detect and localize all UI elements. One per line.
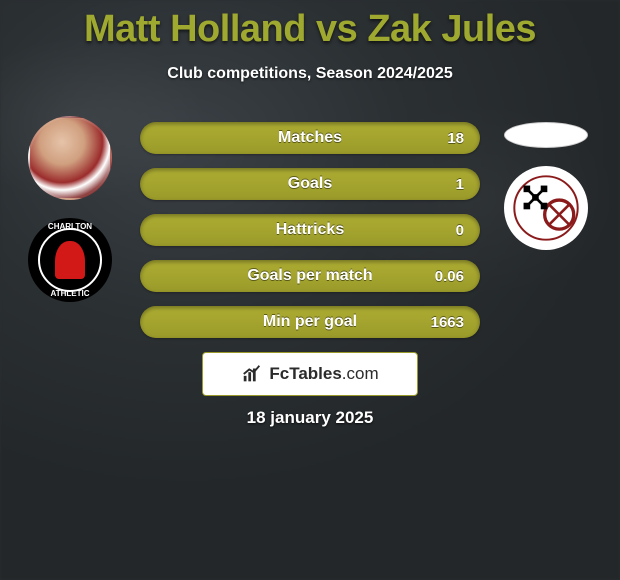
attribution-box[interactable]: FcTables.com: [202, 352, 418, 396]
page-subtitle: Club competitions, Season 2024/2025: [0, 65, 620, 83]
stat-label: Goals per match: [247, 267, 372, 285]
attribution-text: FcTables.com: [269, 364, 378, 384]
stat-label: Goals: [288, 175, 332, 193]
attribution-suffix: .com: [342, 364, 379, 383]
club1-inner-icon: [38, 228, 102, 292]
page-title: Matt Holland vs Zak Jules: [0, 0, 620, 51]
content-root: Matt Holland vs Zak Jules Club competiti…: [0, 0, 620, 580]
club2-svg-icon: [513, 175, 579, 241]
player1-club-badge: CHARLTON ATHLETIC: [28, 218, 112, 302]
comparison-date: 18 january 2025: [0, 408, 620, 428]
attribution-main: FcTables: [269, 364, 341, 383]
stat-pill: Hattricks 0: [140, 214, 480, 246]
player2-photo: [504, 122, 588, 148]
right-player-column: [494, 122, 598, 250]
stat-label: Hattricks: [276, 221, 344, 239]
stat-pill: Min per goal 1663: [140, 306, 480, 338]
stat-value-right: 18: [447, 130, 464, 147]
left-player-column: CHARLTON ATHLETIC: [18, 116, 122, 302]
stat-label: Min per goal: [263, 313, 357, 331]
stat-pill: Goals per match 0.06: [140, 260, 480, 292]
stat-pill: Goals 1: [140, 168, 480, 200]
chart-icon: [241, 363, 263, 385]
stat-value-right: 1663: [431, 314, 464, 331]
stat-label: Matches: [278, 129, 342, 147]
stat-pill: Matches 18: [140, 122, 480, 154]
player2-club-badge: [504, 166, 588, 250]
stat-value-right: 1: [456, 176, 464, 193]
stat-value-right: 0.06: [435, 268, 464, 285]
player1-photo: [28, 116, 112, 200]
stat-pill-list: Matches 18 Goals 1 Hattricks 0 Goals per…: [140, 122, 480, 338]
stat-value-right: 0: [456, 222, 464, 239]
